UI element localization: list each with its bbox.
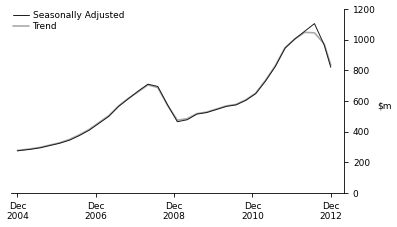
Seasonally Adjusted bbox=[273, 65, 278, 68]
Trend bbox=[273, 64, 278, 67]
Y-axis label: $m: $m bbox=[377, 101, 391, 110]
Seasonally Adjusted bbox=[234, 104, 239, 106]
Seasonally Adjusted bbox=[87, 129, 92, 131]
Trend bbox=[15, 149, 20, 152]
Seasonally Adjusted bbox=[322, 44, 327, 47]
Trend bbox=[126, 97, 131, 100]
Trend bbox=[322, 43, 327, 45]
Seasonally Adjusted bbox=[165, 104, 170, 106]
Seasonally Adjusted bbox=[185, 118, 189, 121]
Trend bbox=[328, 64, 333, 66]
Seasonally Adjusted bbox=[48, 144, 52, 147]
Trend bbox=[204, 111, 209, 114]
Trend bbox=[38, 146, 42, 149]
Seasonally Adjusted bbox=[96, 122, 101, 125]
Line: Seasonally Adjusted: Seasonally Adjusted bbox=[17, 24, 331, 151]
Trend bbox=[28, 148, 33, 150]
Seasonally Adjusted bbox=[224, 105, 229, 108]
Trend bbox=[58, 141, 62, 144]
Trend bbox=[136, 91, 141, 93]
Seasonally Adjusted bbox=[38, 146, 42, 149]
Trend bbox=[224, 105, 229, 107]
Seasonally Adjusted bbox=[15, 150, 20, 152]
Seasonally Adjusted bbox=[214, 108, 219, 111]
Trend bbox=[234, 103, 239, 106]
Trend bbox=[263, 79, 268, 82]
Seasonally Adjusted bbox=[283, 47, 287, 49]
Trend bbox=[146, 84, 150, 86]
Trend bbox=[18, 149, 23, 151]
Seasonally Adjusted bbox=[195, 113, 199, 115]
Seasonally Adjusted bbox=[106, 115, 111, 118]
Trend bbox=[283, 46, 287, 49]
Trend bbox=[106, 114, 111, 117]
Trend bbox=[48, 144, 52, 146]
Seasonally Adjusted bbox=[243, 99, 248, 102]
Seasonally Adjusted bbox=[136, 90, 141, 92]
Trend bbox=[116, 105, 121, 107]
Legend: Seasonally Adjusted, Trend: Seasonally Adjusted, Trend bbox=[13, 11, 124, 31]
Seasonally Adjusted bbox=[28, 148, 33, 151]
Seasonally Adjusted bbox=[302, 30, 307, 33]
Seasonally Adjusted bbox=[116, 105, 121, 108]
Seasonally Adjusted bbox=[77, 134, 82, 137]
Seasonally Adjusted bbox=[293, 38, 297, 40]
Seasonally Adjusted bbox=[67, 139, 72, 141]
Trend bbox=[165, 104, 170, 107]
Trend bbox=[96, 121, 101, 124]
Seasonally Adjusted bbox=[146, 83, 150, 86]
Trend bbox=[67, 138, 72, 141]
Seasonally Adjusted bbox=[204, 111, 209, 114]
Trend bbox=[243, 99, 248, 101]
Seasonally Adjusted bbox=[18, 149, 23, 152]
Trend bbox=[195, 112, 199, 115]
Seasonally Adjusted bbox=[263, 80, 268, 82]
Trend bbox=[214, 108, 219, 110]
Seasonally Adjusted bbox=[253, 92, 258, 95]
Seasonally Adjusted bbox=[175, 120, 180, 123]
Trend bbox=[155, 86, 160, 89]
Trend bbox=[175, 119, 180, 122]
Trend bbox=[77, 133, 82, 136]
Trend bbox=[293, 38, 297, 40]
Trend bbox=[87, 128, 92, 131]
Line: Trend: Trend bbox=[17, 32, 331, 151]
Seasonally Adjusted bbox=[155, 85, 160, 88]
Trend bbox=[312, 32, 317, 34]
Seasonally Adjusted bbox=[312, 22, 317, 25]
Trend bbox=[302, 31, 307, 34]
Seasonally Adjusted bbox=[58, 142, 62, 145]
Trend bbox=[253, 92, 258, 94]
Seasonally Adjusted bbox=[126, 97, 131, 100]
Trend bbox=[185, 117, 189, 120]
Seasonally Adjusted bbox=[328, 66, 333, 69]
